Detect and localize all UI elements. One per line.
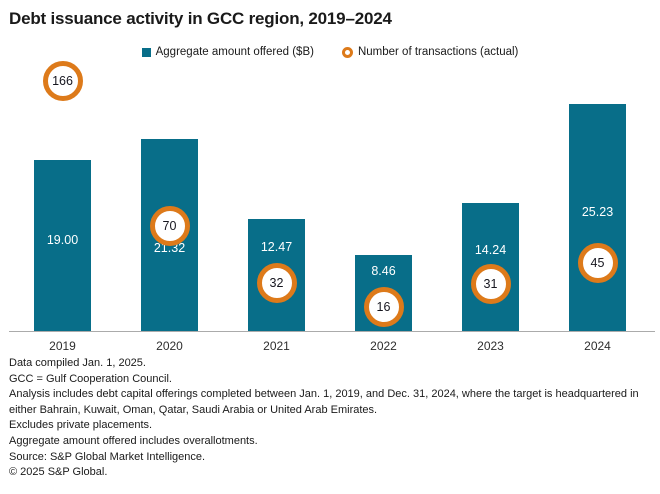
- footnote-line: Source: S&P Global Market Intelligence.: [9, 450, 206, 463]
- chart-column-2020: 21.32 70 2020: [116, 0, 223, 353]
- x-axis-label-2023: 2023: [477, 339, 504, 353]
- chart-column-2019: 19.00 166 2019: [9, 0, 116, 353]
- footnote-line: © 2025 S&P Global.: [9, 466, 108, 479]
- chart-column-2022: 8.46 16 2022: [330, 0, 437, 353]
- chart-column-2023: 14.24 31 2023: [437, 0, 544, 353]
- amount-value-label: 19.00: [46, 233, 79, 247]
- transactions-count-badge: 31: [470, 264, 511, 304]
- amount-bar-2019: [34, 160, 91, 331]
- chart-legend: Aggregate amount offered ($B) Number of …: [0, 46, 660, 58]
- transactions-count-badge: 166: [42, 61, 83, 101]
- chart-column-2024: 25.23 45 2024: [544, 0, 651, 353]
- bar-series-swatch-icon: [141, 47, 151, 57]
- x-axis-label-2024: 2024: [584, 339, 611, 353]
- transactions-count-badge: 70: [149, 206, 190, 246]
- bar-chart-plot-area: 19.00 166 2019 21.32 70 2020 12.47 32 2021 8.46 16…: [9, 0, 651, 353]
- amount-value-label: 12.47: [260, 240, 293, 254]
- legend-amount-label: Aggregate amount offered ($B): [155, 46, 314, 58]
- amount-bar-2024: [569, 104, 626, 331]
- footnote-line: Aggregate amount offered includes overal…: [9, 434, 258, 447]
- amount-value-label: 8.46: [371, 264, 396, 278]
- amount-value-label: 14.24: [474, 243, 507, 257]
- legend-item-transactions: Number of transactions (actual): [341, 46, 519, 58]
- legend-item-amount: Aggregate amount offered ($B): [141, 46, 314, 58]
- transactions-ring-swatch-icon: [341, 46, 353, 58]
- footnote-line: Data compiled Jan. 1, 2025.: [9, 357, 146, 369]
- chart-column-2021: 12.47 32 2021: [223, 0, 330, 353]
- chart-footnotes: Data compiled Jan. 1, 2025. GCC = Gulf Co…: [9, 356, 653, 481]
- legend-transactions-label: Number of transactions (actual): [357, 46, 519, 58]
- x-axis-label-2020: 2020: [156, 339, 183, 353]
- chart-title: Debt issuance activity in GCC region, 20…: [9, 9, 392, 28]
- footnote-line: GCC = Gulf Cooperation Council.: [9, 372, 172, 385]
- transactions-count-badge: 16: [363, 287, 404, 327]
- x-axis-label-2022: 2022: [370, 339, 397, 353]
- transactions-count-badge: 32: [256, 263, 297, 303]
- footnote-line: Excludes private placements.: [9, 419, 153, 432]
- x-axis-label-2021: 2021: [263, 339, 290, 353]
- footnote-line: Analysis includes debt capital offerings…: [9, 388, 639, 416]
- amount-value-label: 25.23: [581, 205, 614, 219]
- x-axis-line: [9, 331, 655, 332]
- transactions-count-badge: 45: [577, 243, 618, 283]
- x-axis-label-2019: 2019: [49, 339, 76, 353]
